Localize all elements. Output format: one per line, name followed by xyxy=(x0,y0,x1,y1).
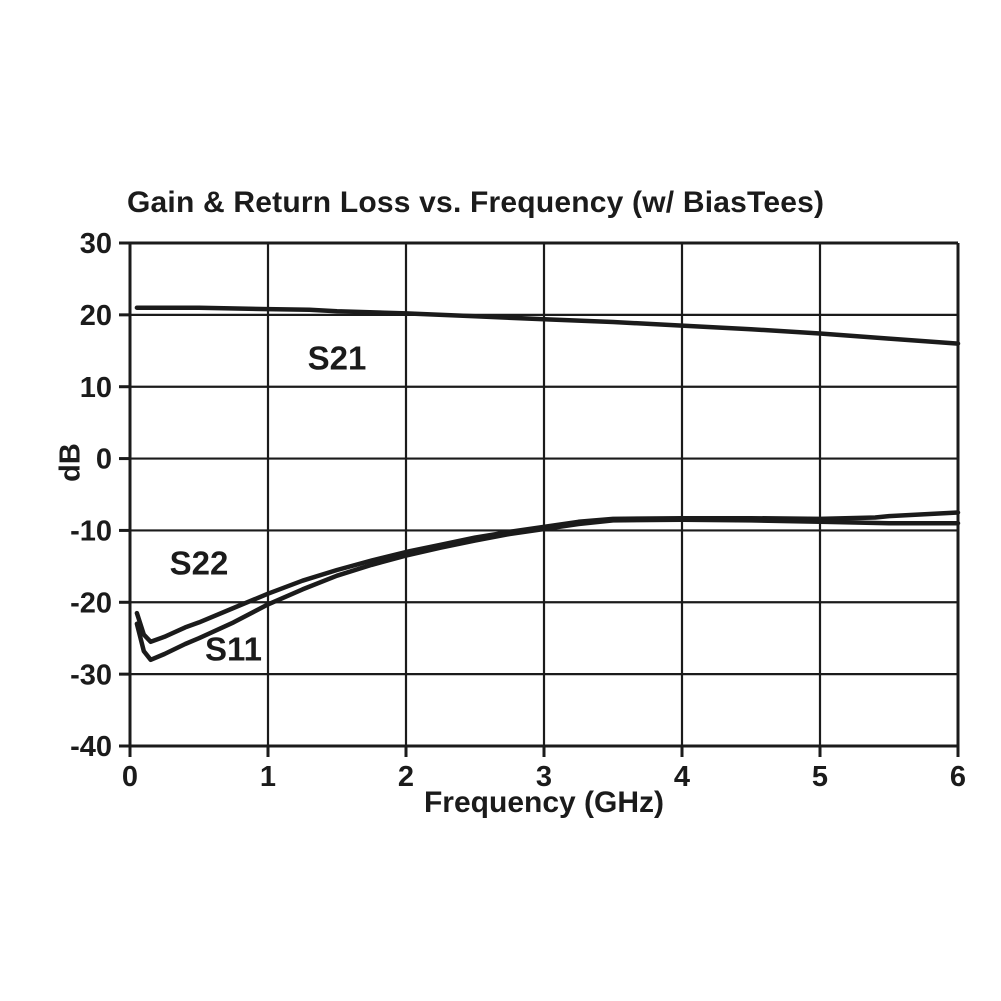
series-line-s22 xyxy=(134,510,961,645)
y-tick-label: 10 xyxy=(80,372,112,404)
chart-title: Gain & Return Loss vs. Frequency (w/ Bia… xyxy=(127,186,825,219)
y-tick-label: 30 xyxy=(80,228,112,260)
y-axis-label: dB xyxy=(54,443,87,482)
x-tick-label: 1 xyxy=(260,761,276,793)
x-tick-label: 6 xyxy=(950,761,966,793)
series-label-s11: S11 xyxy=(205,631,262,668)
series-line-s11 xyxy=(134,517,961,663)
x-tick-label: 5 xyxy=(812,761,828,793)
y-tick-label: -20 xyxy=(70,587,112,619)
y-tick-label: 0 xyxy=(96,444,112,476)
series-line-s21 xyxy=(134,305,961,346)
x-tick-label: 0 xyxy=(122,761,138,793)
y-tick-label: 20 xyxy=(80,300,112,332)
y-tick-label: -30 xyxy=(70,659,112,691)
x-tick-label: 2 xyxy=(398,761,414,793)
y-tick-label: -10 xyxy=(70,516,112,548)
x-tick-label: 3 xyxy=(536,761,552,793)
y-tick-label: -40 xyxy=(70,731,112,763)
series-label-s22: S22 xyxy=(170,544,229,581)
series-label-s21: S21 xyxy=(308,340,367,377)
x-axis-label: Frequency (GHz) xyxy=(423,786,665,819)
x-tick-label: 4 xyxy=(674,761,690,793)
